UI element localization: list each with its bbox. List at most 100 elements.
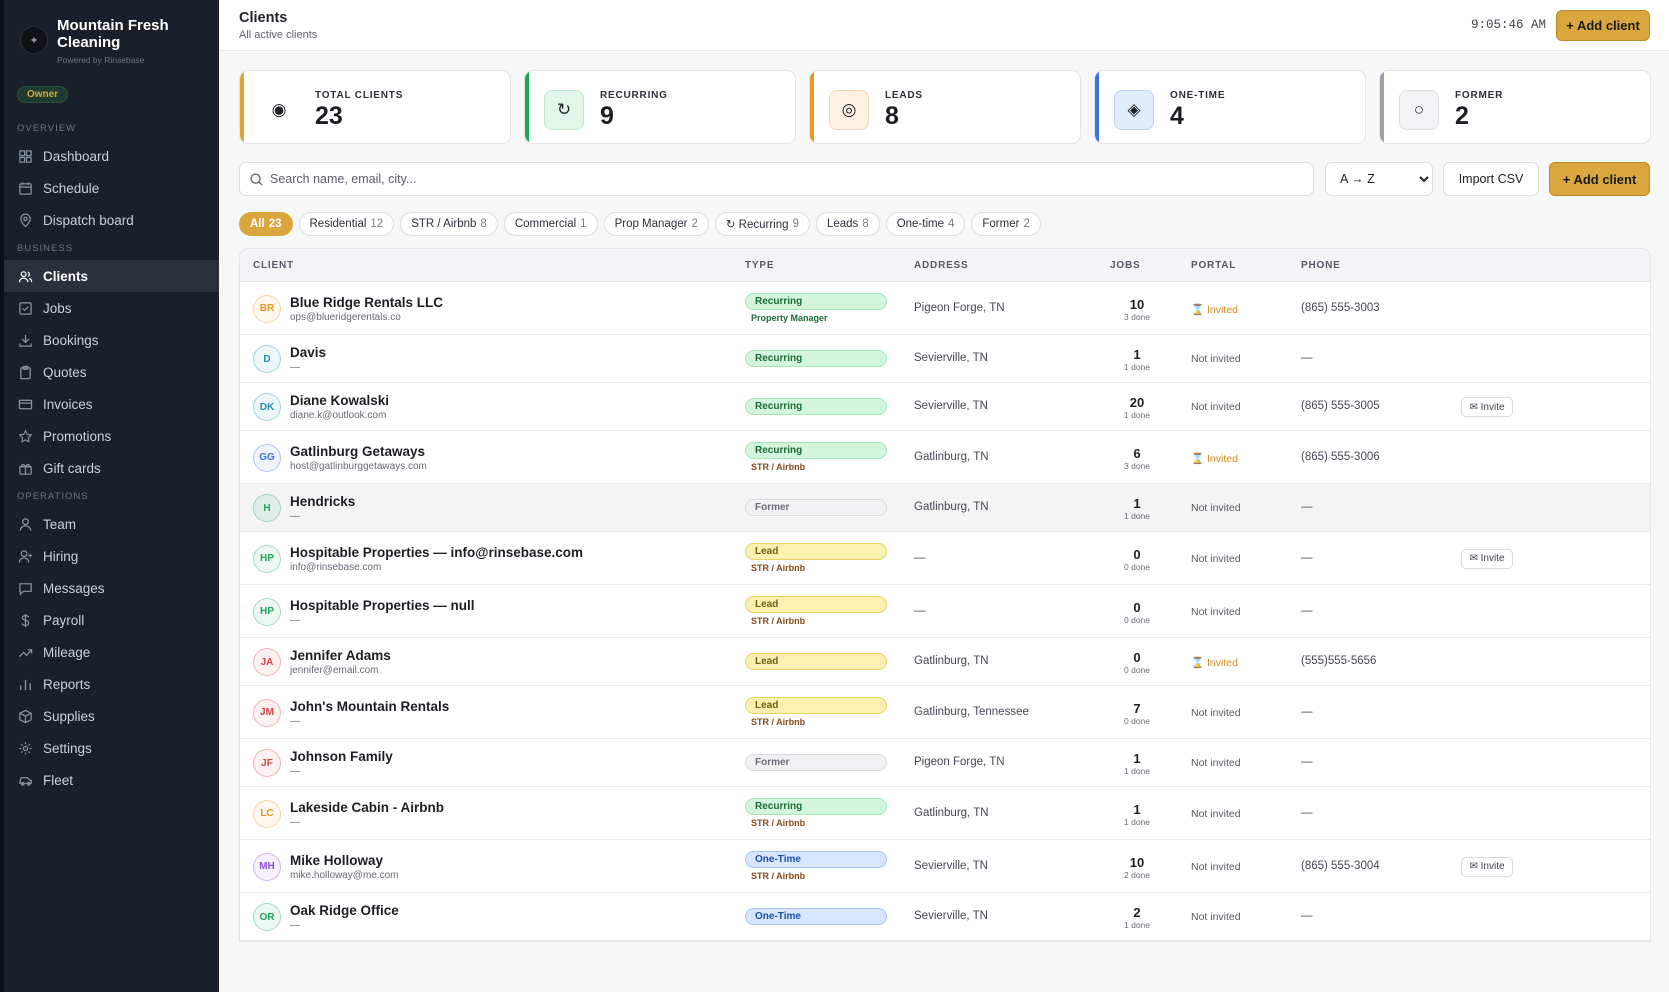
filter-chip-all[interactable]: All 23 [239, 212, 293, 236]
table-row[interactable]: HP Hospitable Properties — info@rinsebase… [240, 532, 1650, 585]
table-row[interactable]: JA Jennifer Adams jennifer@email.com Lead Ga… [240, 638, 1650, 686]
filter-chip-str-airbnb[interactable]: STR / Airbnb 8 [400, 212, 498, 236]
jobs-count: 6 [1133, 445, 1141, 461]
sidebar-item-dispatch-board[interactable]: Dispatch board [4, 204, 219, 236]
avatar: JF [253, 749, 281, 777]
sidebar-item-mileage[interactable]: Mileage [4, 636, 219, 668]
filter-chip-recurring[interactable]: ↻ Recurring 9 [714, 212, 810, 236]
invite-button[interactable]: ✉ Invite [1461, 548, 1513, 569]
filter-chip-prop-manager[interactable]: Prop Manager 2 [603, 212, 709, 236]
client-name[interactable]: Davis [290, 345, 327, 360]
sidebar-item-supplies[interactable]: Supplies [4, 700, 219, 732]
stat-accent-bar [525, 71, 529, 143]
avatar: HP [253, 597, 281, 626]
table-row[interactable]: DK Diane Kowalski diane.k@outlook.com Recur… [240, 383, 1650, 431]
trending-icon [17, 644, 33, 660]
client-email: — [290, 511, 300, 522]
trending-icon [18, 648, 32, 657]
download-icon [17, 332, 33, 348]
gear-icon [18, 741, 32, 755]
stat-label: LEADS [885, 90, 923, 101]
sidebar-item-hiring[interactable]: Hiring [4, 540, 219, 572]
sidebar-item-label: Schedule [43, 180, 100, 196]
client-name[interactable]: Johnson Family [290, 749, 393, 764]
grid-icon [17, 148, 33, 164]
sidebar-item-promotions[interactable]: Promotions [4, 420, 219, 452]
table-row[interactable]: JF Johnson Family — Former Pigeon Forge, TN 1… [240, 739, 1650, 787]
user-icon [19, 517, 31, 531]
filter-chip-leads[interactable]: Leads 8 [815, 212, 880, 236]
client-name[interactable]: Mike Holloway [290, 852, 384, 868]
sidebar-item-quotes[interactable]: Quotes [4, 356, 219, 388]
sort-select[interactable]: A → Z [1325, 162, 1433, 196]
client-name[interactable]: Hendricks [290, 494, 356, 509]
stat-label: ONE-TIME [1170, 90, 1226, 101]
table-row[interactable]: H Hendricks — Former Gatlinburg, TN 1 1 done No… [240, 484, 1650, 532]
search-input[interactable] [270, 163, 1300, 195]
client-name[interactable]: Blue Ridge Rentals LLC [290, 294, 444, 310]
filter-chip-label: Residential [309, 218, 367, 230]
car-icon [18, 776, 32, 786]
header-add-client-button[interactable]: + Add client [1556, 10, 1650, 41]
client-name[interactable]: John's Mountain Rentals [290, 698, 450, 714]
sidebar-nav: OVERVIEW Dashboard Schedule Dispatch board B… [4, 123, 219, 796]
invite-button[interactable]: ✉ Invite [1461, 856, 1513, 877]
filter-chip-one-time[interactable]: One-time 4 [885, 212, 966, 236]
filter-chip-count: 8 [862, 218, 869, 230]
table-row[interactable]: LC Lakeside Cabin - Airbnb — Recurring STR /… [240, 787, 1650, 840]
sidebar-item-fleet[interactable]: Fleet [4, 764, 219, 796]
sidebar: ✦ Mountain Fresh Cleaning Powered by Rin… [0, 0, 219, 992]
client-name[interactable]: Diane Kowalski [290, 393, 390, 408]
filter-chip-label: Commercial [514, 218, 577, 230]
nav-section-label: OPERATIONS [17, 491, 89, 502]
table-row[interactable]: OR Oak Ridge Office — One-Time Sevierville, … [240, 893, 1650, 941]
table-row[interactable]: D Davis — Recurring Sevierville, TN 1 1 done No… [240, 335, 1650, 383]
client-name[interactable]: Jennifer Adams [290, 648, 391, 663]
main-content: Clients All active clients 9:05:46 AM + … [219, 0, 1669, 992]
filter-chip-count: 1 [580, 218, 587, 230]
jobs-done: 1 done [1124, 410, 1150, 420]
sidebar-item-messages[interactable]: Messages [4, 572, 219, 604]
sidebar-item-bookings[interactable]: Bookings [4, 324, 219, 356]
filter-chip-former[interactable]: Former 2 [971, 212, 1041, 236]
sidebar-item-invoices[interactable]: Invoices [4, 388, 219, 420]
sidebar-item-dashboard[interactable]: Dashboard [4, 140, 219, 172]
portal-status: Not invited [1191, 552, 1241, 565]
sidebar-item-settings[interactable]: Settings [4, 732, 219, 764]
add-client-button[interactable]: + Add client [1549, 162, 1650, 196]
client-name[interactable]: Gatlinburg Getaways [290, 443, 426, 459]
sidebar-item-team[interactable]: Team [4, 508, 219, 540]
client-name[interactable]: Hospitable Properties — null [290, 597, 475, 613]
client-email: — [290, 920, 300, 931]
client-name[interactable]: Oak Ridge Office [290, 903, 399, 918]
table-row[interactable]: HP Hospitable Properties — null — Lead STR /… [240, 585, 1650, 638]
type-badge: Former [745, 754, 887, 771]
bullseye-icon: ◎ [829, 90, 869, 130]
table-row[interactable]: GG Gatlinburg Getaways host@gatlinburggeta… [240, 431, 1650, 484]
sidebar-item-clients[interactable]: Clients [4, 260, 219, 292]
sidebar-item-gift-cards[interactable]: Gift cards [4, 452, 219, 484]
clients-table: CLIENT TYPE ADDRESS JOBS PORTAL PHONE BR… [239, 248, 1651, 942]
clipboard-icon [19, 365, 31, 379]
avatar: BR [253, 294, 281, 323]
user-plus-icon [17, 548, 33, 564]
client-name[interactable]: Hospitable Properties — info@rinsebase.c… [290, 544, 583, 560]
table-row[interactable]: JM John's Mountain Rentals — Lead STR / Airb… [240, 686, 1650, 739]
invite-button[interactable]: ✉ Invite [1461, 397, 1513, 417]
import-csv-button[interactable]: Import CSV [1443, 162, 1539, 196]
sidebar-item-payroll[interactable]: Payroll [4, 604, 219, 636]
jobs-done: 0 done [1124, 665, 1150, 675]
filter-chip-label: All [250, 218, 265, 230]
sidebar-item-reports[interactable]: Reports [4, 668, 219, 700]
client-email: jennifer@email.com [290, 665, 379, 676]
sidebar-item-jobs[interactable]: Jobs [4, 292, 219, 324]
role-badge: Owner [17, 86, 69, 103]
sidebar-item-schedule[interactable]: Schedule [4, 172, 219, 204]
table-row[interactable]: BR Blue Ridge Rentals LLC ops@blueridgeren… [240, 282, 1650, 335]
table-row[interactable]: MH Mike Holloway mike.holloway@me.com One-T… [240, 840, 1650, 893]
users-icon [17, 268, 33, 284]
nav-section-label: BUSINESS [17, 243, 74, 254]
filter-chip-commercial[interactable]: Commercial 1 [503, 212, 598, 236]
client-name[interactable]: Lakeside Cabin - Airbnb [290, 799, 445, 815]
filter-chip-residential[interactable]: Residential 12 [298, 212, 395, 236]
